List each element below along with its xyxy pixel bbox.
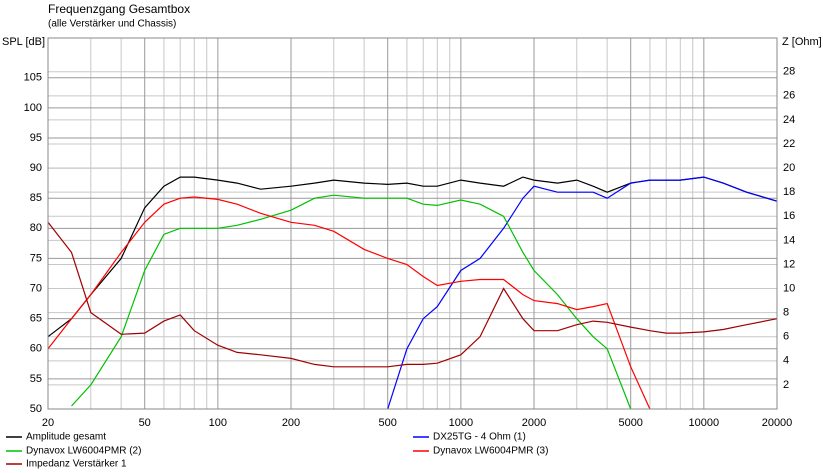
x-tick-label: 50 <box>139 417 151 429</box>
y2-tick-label: 24 <box>783 114 795 126</box>
y2-tick-label: 14 <box>783 234 795 246</box>
y-tick-label: 75 <box>30 252 42 264</box>
chart-subtitle: (alle Verstärker und Chassis) <box>48 19 176 30</box>
y2-tick-label: 28 <box>783 66 795 78</box>
y-tick-label: 90 <box>30 162 42 174</box>
legend-label: DX25TG - 4 Ohm (1) <box>433 432 526 443</box>
plot-border <box>47 37 778 410</box>
y2-tick-label: 18 <box>783 186 795 198</box>
y2-axis-label: Z [Ohm] <box>782 36 822 48</box>
y2-tick-label: 4 <box>783 355 789 367</box>
series-line <box>387 176 778 410</box>
y-tick-label: 65 <box>30 313 42 325</box>
y2-tick-label: 26 <box>783 90 795 102</box>
x-tick-label: 10000 <box>689 417 720 429</box>
x-tick-label: 1000 <box>449 417 473 429</box>
y-tick-label: 80 <box>30 222 42 234</box>
y-axis-label: SPL [dB] <box>2 36 45 48</box>
y2-tick-label: 12 <box>783 258 795 270</box>
x-tick-label: 2000 <box>522 417 546 429</box>
legend-label: Dynavox LW6004PMR (2) <box>26 446 141 457</box>
x-tick-label: 100 <box>209 417 227 429</box>
y2-tick-label: 10 <box>783 282 795 294</box>
y-tick-label: 105 <box>24 72 42 84</box>
series-line <box>47 196 651 410</box>
x-tick-label: 200 <box>282 417 300 429</box>
x-tick-label: 20000 <box>762 417 793 429</box>
series-line <box>71 194 632 410</box>
legend-label: Impedanz Verstärker 1 <box>26 459 127 470</box>
y-tick-label: 85 <box>30 192 42 204</box>
x-tick-label: 500 <box>379 417 397 429</box>
y-tick-label: 95 <box>30 132 42 144</box>
y2-tick-label: 2 <box>783 379 789 391</box>
y-tick-label: 50 <box>30 403 42 415</box>
x-tick-label: 20 <box>42 417 54 429</box>
series-line <box>47 221 778 368</box>
y-tick-label: 55 <box>30 373 42 385</box>
y-tick-label: 60 <box>30 343 42 355</box>
legend-label: Dynavox LW6004PMR (3) <box>433 446 548 457</box>
chart-title: Frequenzgang Gesamtbox <box>48 2 190 16</box>
y-tick-label: 70 <box>30 282 42 294</box>
y2-tick-label: 20 <box>783 162 795 174</box>
y2-tick-label: 16 <box>783 210 795 222</box>
y2-tick-label: 22 <box>783 138 795 150</box>
x-tick-label: 5000 <box>618 417 642 429</box>
legend-label: Amplitude gesamt <box>26 432 106 443</box>
y2-tick-label: 6 <box>783 331 789 343</box>
plot-area <box>47 37 778 410</box>
y-tick-label: 100 <box>24 102 42 114</box>
y2-tick-label: 8 <box>783 307 789 319</box>
